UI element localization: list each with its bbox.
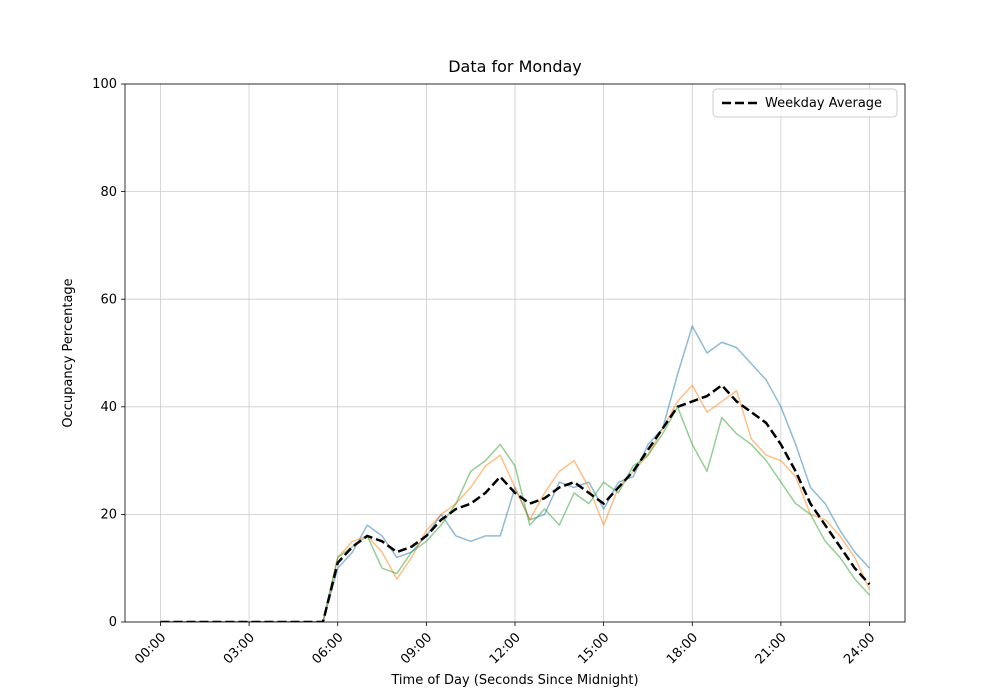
series-line-2-unlabeled-series-green — [160, 406, 871, 622]
legend: Weekday Average — [712, 88, 898, 118]
y-tick-label: 100 — [92, 77, 117, 92]
series-line-1-unlabeled-series-orange — [160, 384, 871, 622]
y-tick-label: 40 — [100, 400, 117, 415]
y-tick-label: 0 — [109, 615, 117, 630]
chart-title: Data for Monday — [448, 57, 582, 76]
series-line-3-weekday-average — [160, 384, 871, 622]
legend-box — [712, 88, 898, 118]
y-axis-label: Occupancy Percentage — [61, 278, 76, 427]
y-tick-label: 60 — [100, 292, 117, 307]
y-tick-label: 80 — [100, 185, 117, 200]
y-tick-label: 20 — [100, 508, 117, 523]
legend-entry-label: Weekday Average — [765, 96, 882, 111]
x-axis-label: Time of Day (Seconds Since Midnight) — [390, 673, 638, 688]
